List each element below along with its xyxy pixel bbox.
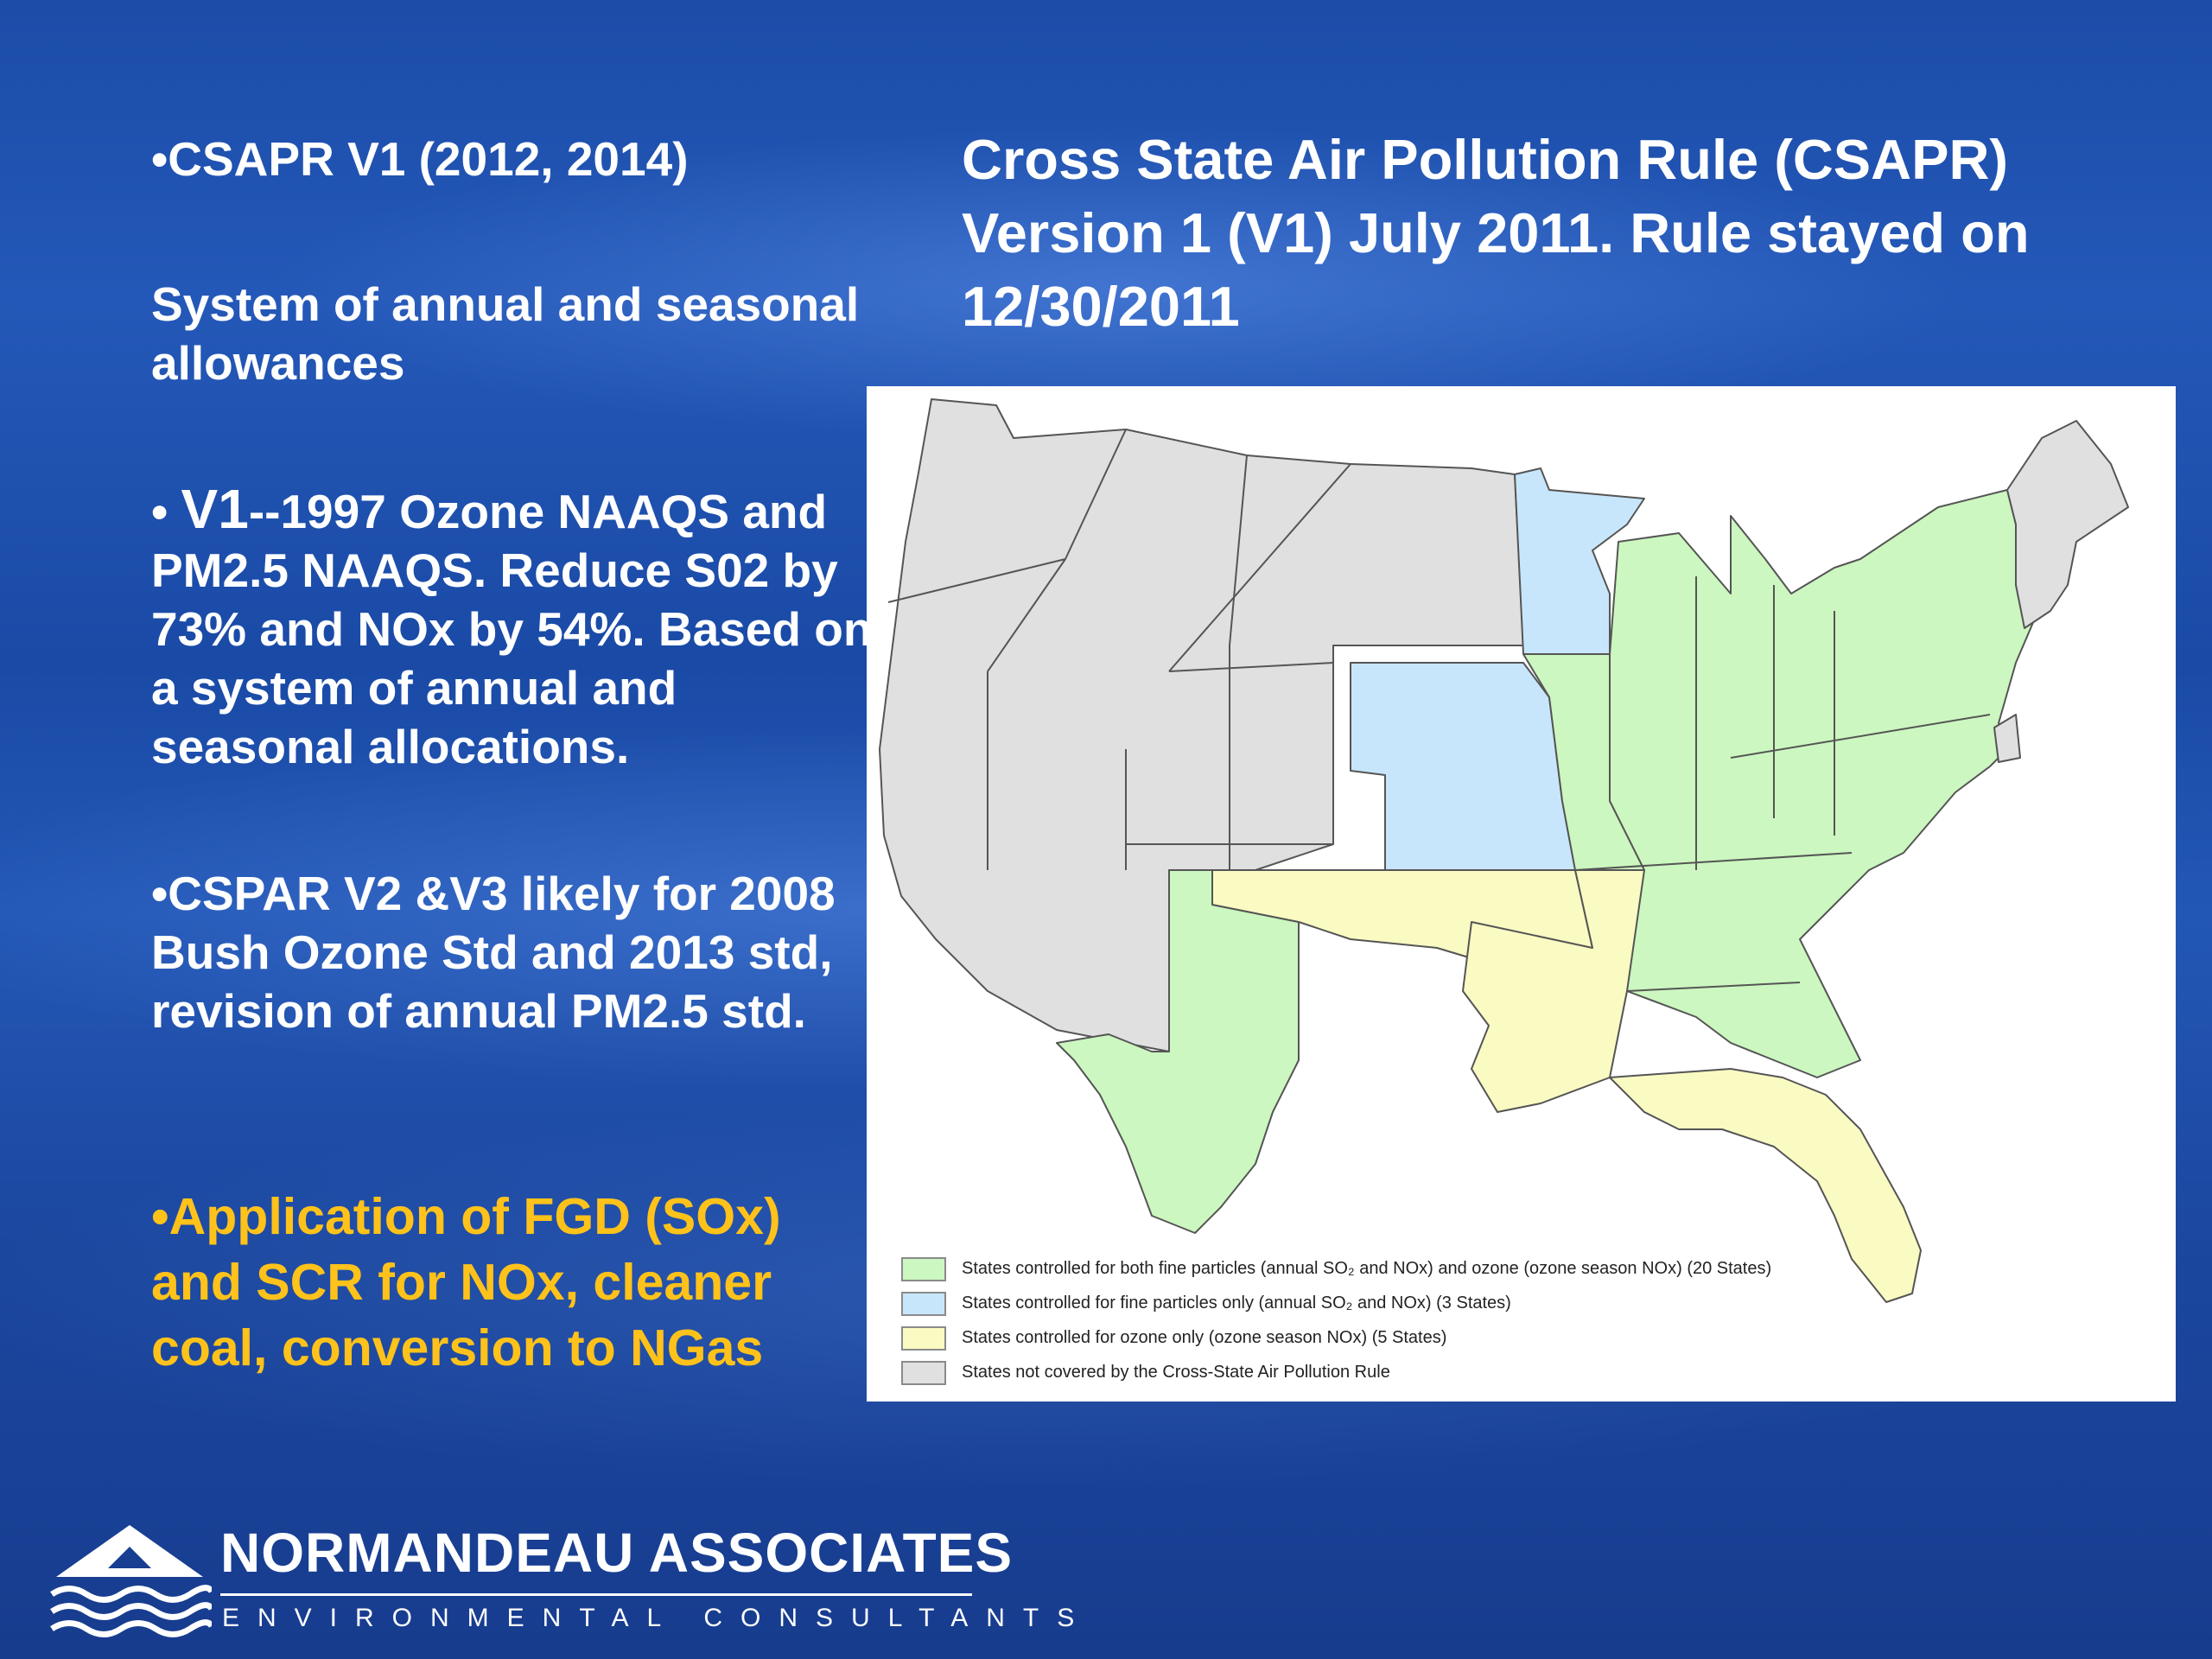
eastern-states-region <box>1522 489 2043 1078</box>
logo-mark-icon <box>50 1525 212 1637</box>
logo-divider <box>220 1593 972 1596</box>
logo-company-name: NORMANDEAU ASSOCIATES <box>220 1522 1014 1584</box>
bullet-csapr-v1: •CSAPR V1 (2012, 2014) <box>151 132 689 186</box>
us-states-map <box>879 398 2129 1303</box>
bullet-v2-v3: •CSPAR V2 &V3 likely for 2008 Bush Ozone… <box>151 867 836 1038</box>
bullet-marker: • <box>151 485 181 538</box>
legend-swatch <box>901 1292 946 1316</box>
bullet-v1-description: • V1--1997 Ozone NAAQS and PM2.5 NAAQS. … <box>151 480 877 776</box>
arkansas-louisiana-mississippi <box>1462 869 1645 1113</box>
nebraska-kansas-states <box>1350 662 1576 871</box>
legend-label: States not covered by the Cross-State Ai… <box>962 1363 1390 1382</box>
florida-state <box>1609 1068 1922 1303</box>
company-logo: NORMANDEAU ASSOCIATES ENVIRONMENTAL CONS… <box>48 1521 1074 1650</box>
legend-swatch <box>901 1326 946 1351</box>
csapr-map-panel: States controlled for both fine particle… <box>867 386 2176 1402</box>
legend-both: States controlled for both fine particle… <box>901 1257 2145 1287</box>
delaware-maryland-area <box>1993 714 2021 763</box>
legend-not-covered: States not covered by the Cross-State Ai… <box>901 1361 2145 1390</box>
logo-tagline: ENVIRONMENTAL CONSULTANTS <box>222 1604 1093 1632</box>
western-state-borders <box>887 429 1351 870</box>
legend-swatch <box>901 1361 946 1385</box>
legend-fine-only: States controlled for fine particles onl… <box>901 1292 2145 1321</box>
legend-label: States controlled for fine particles onl… <box>962 1294 1511 1313</box>
allowances-paragraph: System of annual and seasonal allowances <box>151 277 860 390</box>
slide-title: Cross State Air Pollution Rule (CSAPR) V… <box>962 128 2030 338</box>
v1-description-text: --1997 Ozone NAAQS and PM2.5 NAAQS. Redu… <box>151 485 873 773</box>
bullet-application: •Application of FGD (SOx) and SCR for NO… <box>151 1188 781 1376</box>
legend-ozone-only: States controlled for ozone only (ozone … <box>901 1326 2145 1356</box>
legend-label: States controlled for both fine particle… <box>962 1259 1772 1278</box>
v1-label: V1 <box>181 478 249 540</box>
legend-swatch <box>901 1257 946 1281</box>
midwest-borders <box>1574 576 1991 992</box>
new-england-region <box>2006 420 2129 629</box>
legend-label: States controlled for ozone only (ozone … <box>962 1328 1447 1347</box>
